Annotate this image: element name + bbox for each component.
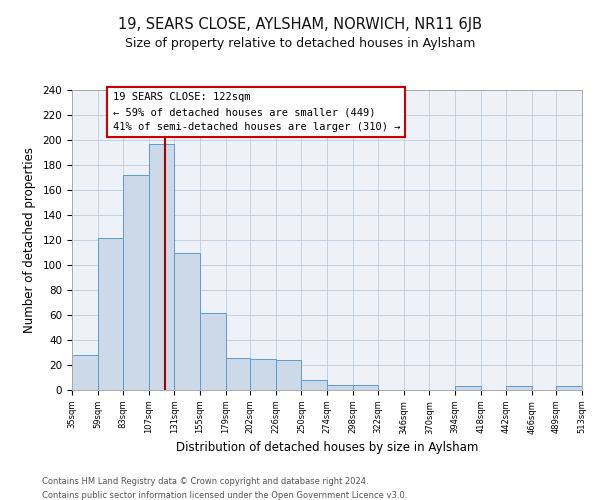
Bar bbox=[175, 252, 200, 390]
Bar bbox=[276, 360, 301, 390]
Bar bbox=[327, 385, 353, 390]
Text: Contains HM Land Registry data © Crown copyright and database right 2024.
Contai: Contains HM Land Registry data © Crown c… bbox=[42, 478, 407, 500]
X-axis label: Distribution of detached houses by size in Aylsham: Distribution of detached houses by size … bbox=[176, 440, 478, 454]
Bar bbox=[506, 386, 532, 390]
Text: 19 SEARS CLOSE: 122sqm
← 59% of detached houses are smaller (449)
41% of semi-de: 19 SEARS CLOSE: 122sqm ← 59% of detached… bbox=[113, 92, 400, 132]
Bar bbox=[123, 175, 149, 390]
Bar bbox=[455, 386, 481, 390]
Y-axis label: Number of detached properties: Number of detached properties bbox=[23, 147, 35, 333]
Bar bbox=[250, 359, 276, 390]
Bar bbox=[200, 312, 226, 390]
Bar bbox=[72, 355, 98, 390]
Bar bbox=[226, 358, 250, 390]
Bar bbox=[301, 380, 327, 390]
Bar bbox=[98, 238, 123, 390]
Bar bbox=[556, 386, 582, 390]
Text: Size of property relative to detached houses in Aylsham: Size of property relative to detached ho… bbox=[125, 38, 475, 51]
Bar bbox=[149, 144, 175, 390]
Bar bbox=[353, 385, 378, 390]
Text: 19, SEARS CLOSE, AYLSHAM, NORWICH, NR11 6JB: 19, SEARS CLOSE, AYLSHAM, NORWICH, NR11 … bbox=[118, 18, 482, 32]
